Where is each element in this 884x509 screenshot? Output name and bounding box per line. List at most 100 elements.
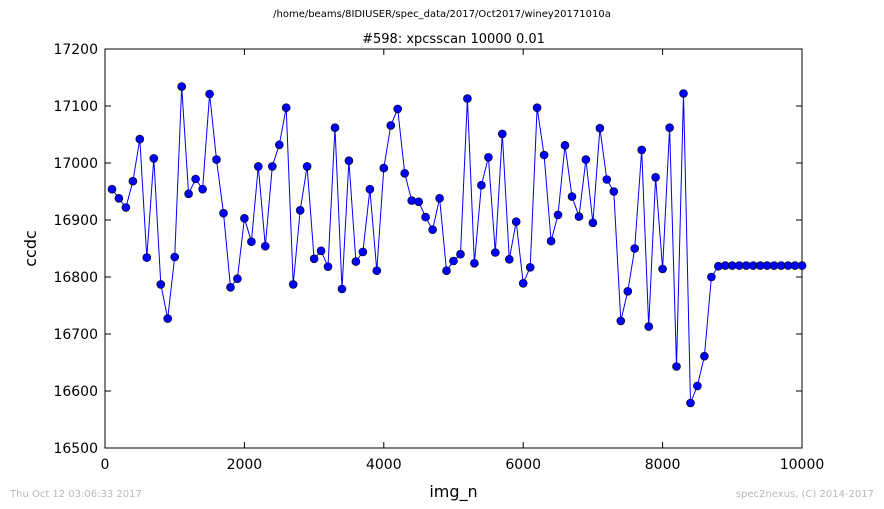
x-tick-label: 0 <box>101 457 110 473</box>
x-tick-label: 8000 <box>645 457 681 473</box>
data-point <box>323 262 333 272</box>
data-point <box>539 150 549 160</box>
x-tick-label: 4000 <box>366 457 402 473</box>
data-point <box>184 189 193 199</box>
data-point <box>504 254 514 264</box>
y-tick-label: 16800 <box>53 270 98 286</box>
x-axis-label: img_n <box>429 482 477 502</box>
data-point <box>456 249 465 259</box>
data-point <box>156 280 166 289</box>
data-point <box>372 266 382 276</box>
data-point <box>274 140 284 150</box>
data-point <box>421 212 430 222</box>
data-point <box>574 212 584 221</box>
footer-timestamp: Thu Oct 12 03:06:33 2017 <box>10 489 142 500</box>
data-point <box>379 163 389 173</box>
data-point <box>518 278 528 288</box>
y-tick-label: 17000 <box>53 156 98 172</box>
y-tick-label: 16600 <box>53 384 98 400</box>
axis-ticks: 0 2000 4000 6000 8000 10000 16500 16600 16700 168… <box>53 42 824 473</box>
data-point <box>240 214 249 223</box>
data-point <box>358 247 368 257</box>
data-point <box>470 258 479 268</box>
data-point <box>665 123 674 132</box>
data-point <box>497 129 507 139</box>
figure-suptitle: /home/beams/8IDIUSER/spec_data/2017/Oct2… <box>273 9 611 20</box>
data-point <box>490 248 500 257</box>
data-point <box>142 253 152 262</box>
data-point <box>686 398 695 408</box>
data-point <box>386 121 396 130</box>
data-point <box>449 256 458 266</box>
data-point <box>637 145 647 155</box>
data-point <box>219 208 228 218</box>
data-point <box>260 241 270 251</box>
data-point <box>442 266 451 276</box>
data-point <box>560 141 570 150</box>
data-point <box>267 162 277 171</box>
data-point <box>414 197 424 207</box>
data-point <box>623 286 633 296</box>
series-line <box>111 86 802 404</box>
data-point <box>532 103 542 112</box>
data-point <box>163 314 172 323</box>
x-tick-label: 6000 <box>505 457 541 473</box>
data-point <box>107 184 117 194</box>
data-point <box>337 284 347 294</box>
data-point <box>616 316 626 326</box>
y-axis-label: ccdc <box>21 230 40 267</box>
data-point <box>595 123 605 133</box>
data-point <box>247 237 256 246</box>
data-point <box>302 162 312 171</box>
data-point <box>581 155 591 164</box>
data-point <box>128 176 138 186</box>
data-point <box>700 351 709 361</box>
data-point <box>609 187 619 196</box>
data-point <box>365 184 375 194</box>
y-tick-label: 16700 <box>53 327 98 343</box>
chart-title: #598: xpcsscan 10000 0.01 <box>362 32 545 47</box>
x-tick-label: 10000 <box>780 457 825 473</box>
data-point <box>281 103 291 112</box>
data-point <box>400 169 410 178</box>
data-point <box>672 362 681 371</box>
data-point <box>191 174 200 184</box>
data-point <box>393 104 403 114</box>
x-tick-label: 2000 <box>227 457 263 473</box>
data-point <box>344 156 354 165</box>
data-point <box>553 210 563 220</box>
data-point <box>114 194 124 203</box>
data-point <box>177 82 186 91</box>
data-point <box>198 184 207 194</box>
data-point <box>567 192 577 201</box>
data-point <box>135 134 145 144</box>
y-tick-label: 17200 <box>53 42 98 58</box>
data-point <box>463 94 472 103</box>
data-point <box>477 180 486 190</box>
data-point <box>295 206 305 215</box>
data-point <box>511 217 521 226</box>
data-point <box>588 218 598 228</box>
data-point <box>205 89 214 99</box>
y-tick-label: 16500 <box>53 441 98 457</box>
data-point <box>288 280 298 289</box>
data-points <box>107 82 807 408</box>
data-point <box>233 274 242 284</box>
data-point <box>707 272 716 282</box>
data-point <box>546 236 556 246</box>
data-point <box>693 381 702 391</box>
data-point <box>316 246 326 256</box>
data-point <box>525 262 535 272</box>
data-point <box>330 123 340 132</box>
plot-frame <box>104 48 803 449</box>
data-point <box>679 89 688 98</box>
data-point <box>658 264 667 274</box>
data-point <box>630 244 640 253</box>
data-point <box>149 154 159 163</box>
data-point <box>644 322 654 331</box>
data-point <box>309 254 319 264</box>
data-point <box>253 162 263 171</box>
y-tick-label: 16900 <box>53 213 98 229</box>
